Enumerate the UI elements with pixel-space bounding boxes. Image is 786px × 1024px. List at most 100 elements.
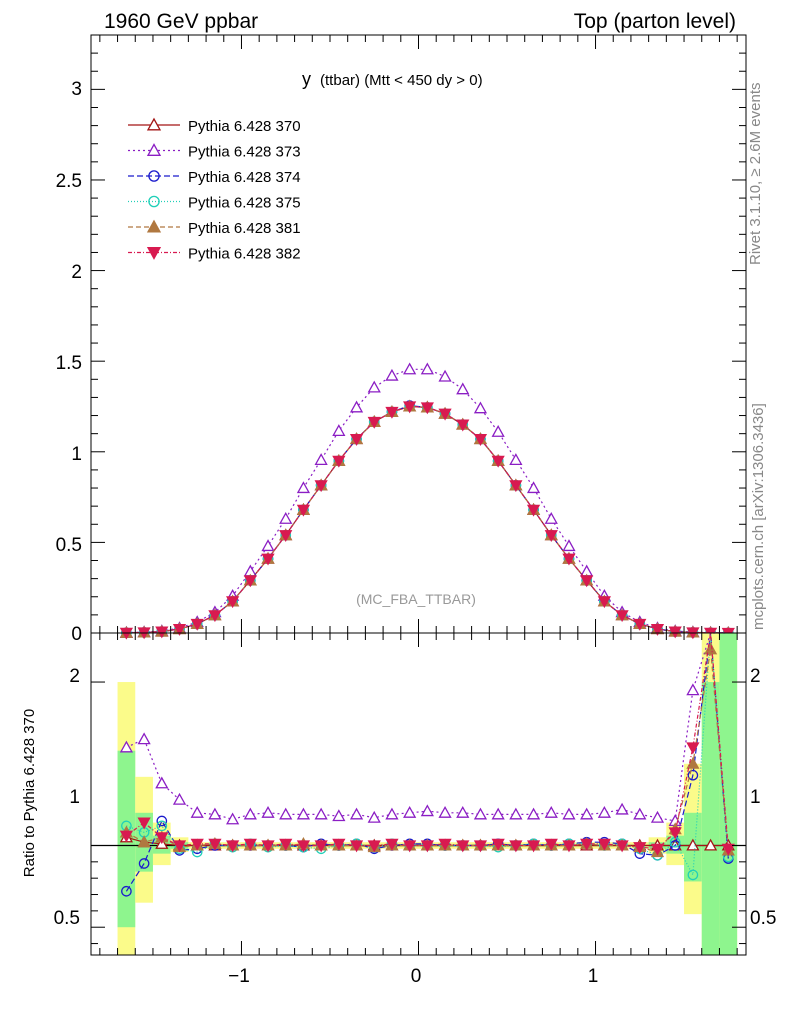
ratio-point: [137, 732, 151, 745]
ratio-point: [456, 805, 470, 818]
legend-label: Pythia 6.428 382: [188, 246, 301, 263]
ratio-point: [172, 840, 187, 853]
ratio-ytick-label-right: 0.5: [750, 908, 776, 929]
rivet-version-label: Rivet 3.1.10, ≥ 2.6M events: [747, 83, 764, 266]
ratio-point: [456, 840, 470, 853]
ratio-point: [562, 840, 576, 853]
ratio-point: [420, 840, 434, 853]
ratio-point: [208, 807, 222, 820]
ratio-point: [420, 804, 434, 817]
ratio-point: [650, 843, 665, 856]
ratio-point: [473, 840, 488, 853]
ratio-point: [686, 683, 700, 696]
data-point: [509, 453, 523, 465]
xtick-label: 1: [588, 966, 599, 987]
data-point: [562, 553, 576, 566]
data-point: [279, 511, 293, 524]
legend-label: Pythia 6.428 381: [188, 220, 301, 237]
data-point: [314, 480, 328, 493]
ratio-y-axis-label: Ratio to Pythia 6.428 370: [21, 709, 38, 877]
ratio-point: [243, 807, 257, 820]
data-point: [208, 610, 222, 623]
data-point: [438, 369, 452, 382]
legend-marker: [146, 143, 162, 156]
ratio-point: [314, 840, 328, 853]
ratio-point: [721, 843, 735, 856]
ratio-point: [261, 840, 275, 853]
ratio-point: [137, 835, 151, 848]
legend-entry: Pythia 6.428 375: [128, 195, 301, 212]
ratio-uncertainty-bands: [117, 633, 738, 955]
ratio-panel-frame: [90, 632, 747, 956]
main-ytick-label: 1: [71, 444, 82, 465]
main-ytick-label: 3: [71, 79, 82, 100]
data-point: [314, 453, 328, 465]
ratio-point: [615, 802, 629, 815]
data-point: [456, 419, 470, 432]
ratio-point: [633, 842, 647, 854]
ratio-ytick-label: 0.5: [54, 908, 80, 929]
ratio-line: [126, 649, 729, 853]
chart-title-variable: y: [302, 69, 311, 89]
legend-marker: [148, 195, 160, 208]
ratio-y-tick-labels-right: 0.5 1 2: [750, 666, 776, 929]
data-point: [226, 596, 240, 609]
legend-entry: Pythia 6.428 382: [128, 246, 301, 263]
ratio-point: [703, 838, 718, 851]
ratio-point: [314, 807, 328, 820]
legend-label: Pythia 6.428 373: [188, 144, 301, 161]
ratio-point: [155, 832, 169, 845]
ratio-line: [126, 632, 729, 822]
ratio-point: [562, 807, 576, 820]
data-point: [296, 481, 311, 494]
ratio-point: [226, 840, 240, 853]
data-point: [403, 401, 417, 414]
ratio-point: [243, 838, 257, 851]
ratio-point: [385, 807, 399, 820]
ratio-series-5: [119, 632, 735, 856]
data-point: [562, 539, 576, 552]
data-point: [367, 416, 381, 429]
data-point: [668, 626, 682, 639]
data-point: [155, 626, 169, 639]
ratio-point: [261, 805, 275, 818]
ratio-point: [597, 838, 611, 851]
data-point: [261, 539, 275, 552]
legend-entry: Pythia 6.428 370: [128, 117, 301, 135]
data-point: [615, 610, 629, 623]
ratio-point: [403, 840, 417, 853]
data-point: [597, 596, 611, 609]
ratio-point: [279, 838, 293, 851]
main-ytick-label: 2.5: [56, 171, 82, 192]
ratio-point: [687, 769, 699, 781]
ratio-point: [403, 805, 417, 818]
data-point: [349, 400, 364, 413]
ratio-axis-ticks: [91, 633, 746, 955]
ratio-point: [119, 740, 134, 753]
legend-label: Pythia 6.428 375: [188, 195, 301, 212]
chart-title-cut: (ttbar) (Mtt < 450 dy > 0): [320, 72, 483, 89]
ratio-y-tick-labels-left: 0.5 1 2: [54, 666, 80, 929]
ratio-point: [686, 838, 700, 851]
main-ytick-label: 1.5: [56, 353, 82, 374]
header-right-label: Top (parton level): [574, 10, 736, 33]
main-y-tick-labels: 0 0.5 1 1.5 2 2.5 3: [56, 79, 82, 645]
ratio-point: [615, 840, 629, 853]
ratio-point: [703, 642, 718, 655]
ratio-point: [473, 807, 488, 820]
ratio-point: [190, 805, 204, 818]
data-point: [544, 530, 558, 542]
ratio-point: [686, 742, 700, 755]
ratio-point: [580, 807, 594, 820]
ratio-point: [544, 805, 558, 818]
ratio-series-group: [91, 632, 746, 897]
data-point: [544, 511, 558, 524]
main-axis-ticks: [91, 35, 746, 634]
data-point: [296, 504, 311, 517]
ratio-point: [491, 838, 505, 851]
ratio-point: [190, 838, 204, 851]
ratio-point: [226, 812, 240, 825]
data-point: [261, 553, 275, 566]
main-ytick-label: 0.5: [56, 535, 82, 556]
